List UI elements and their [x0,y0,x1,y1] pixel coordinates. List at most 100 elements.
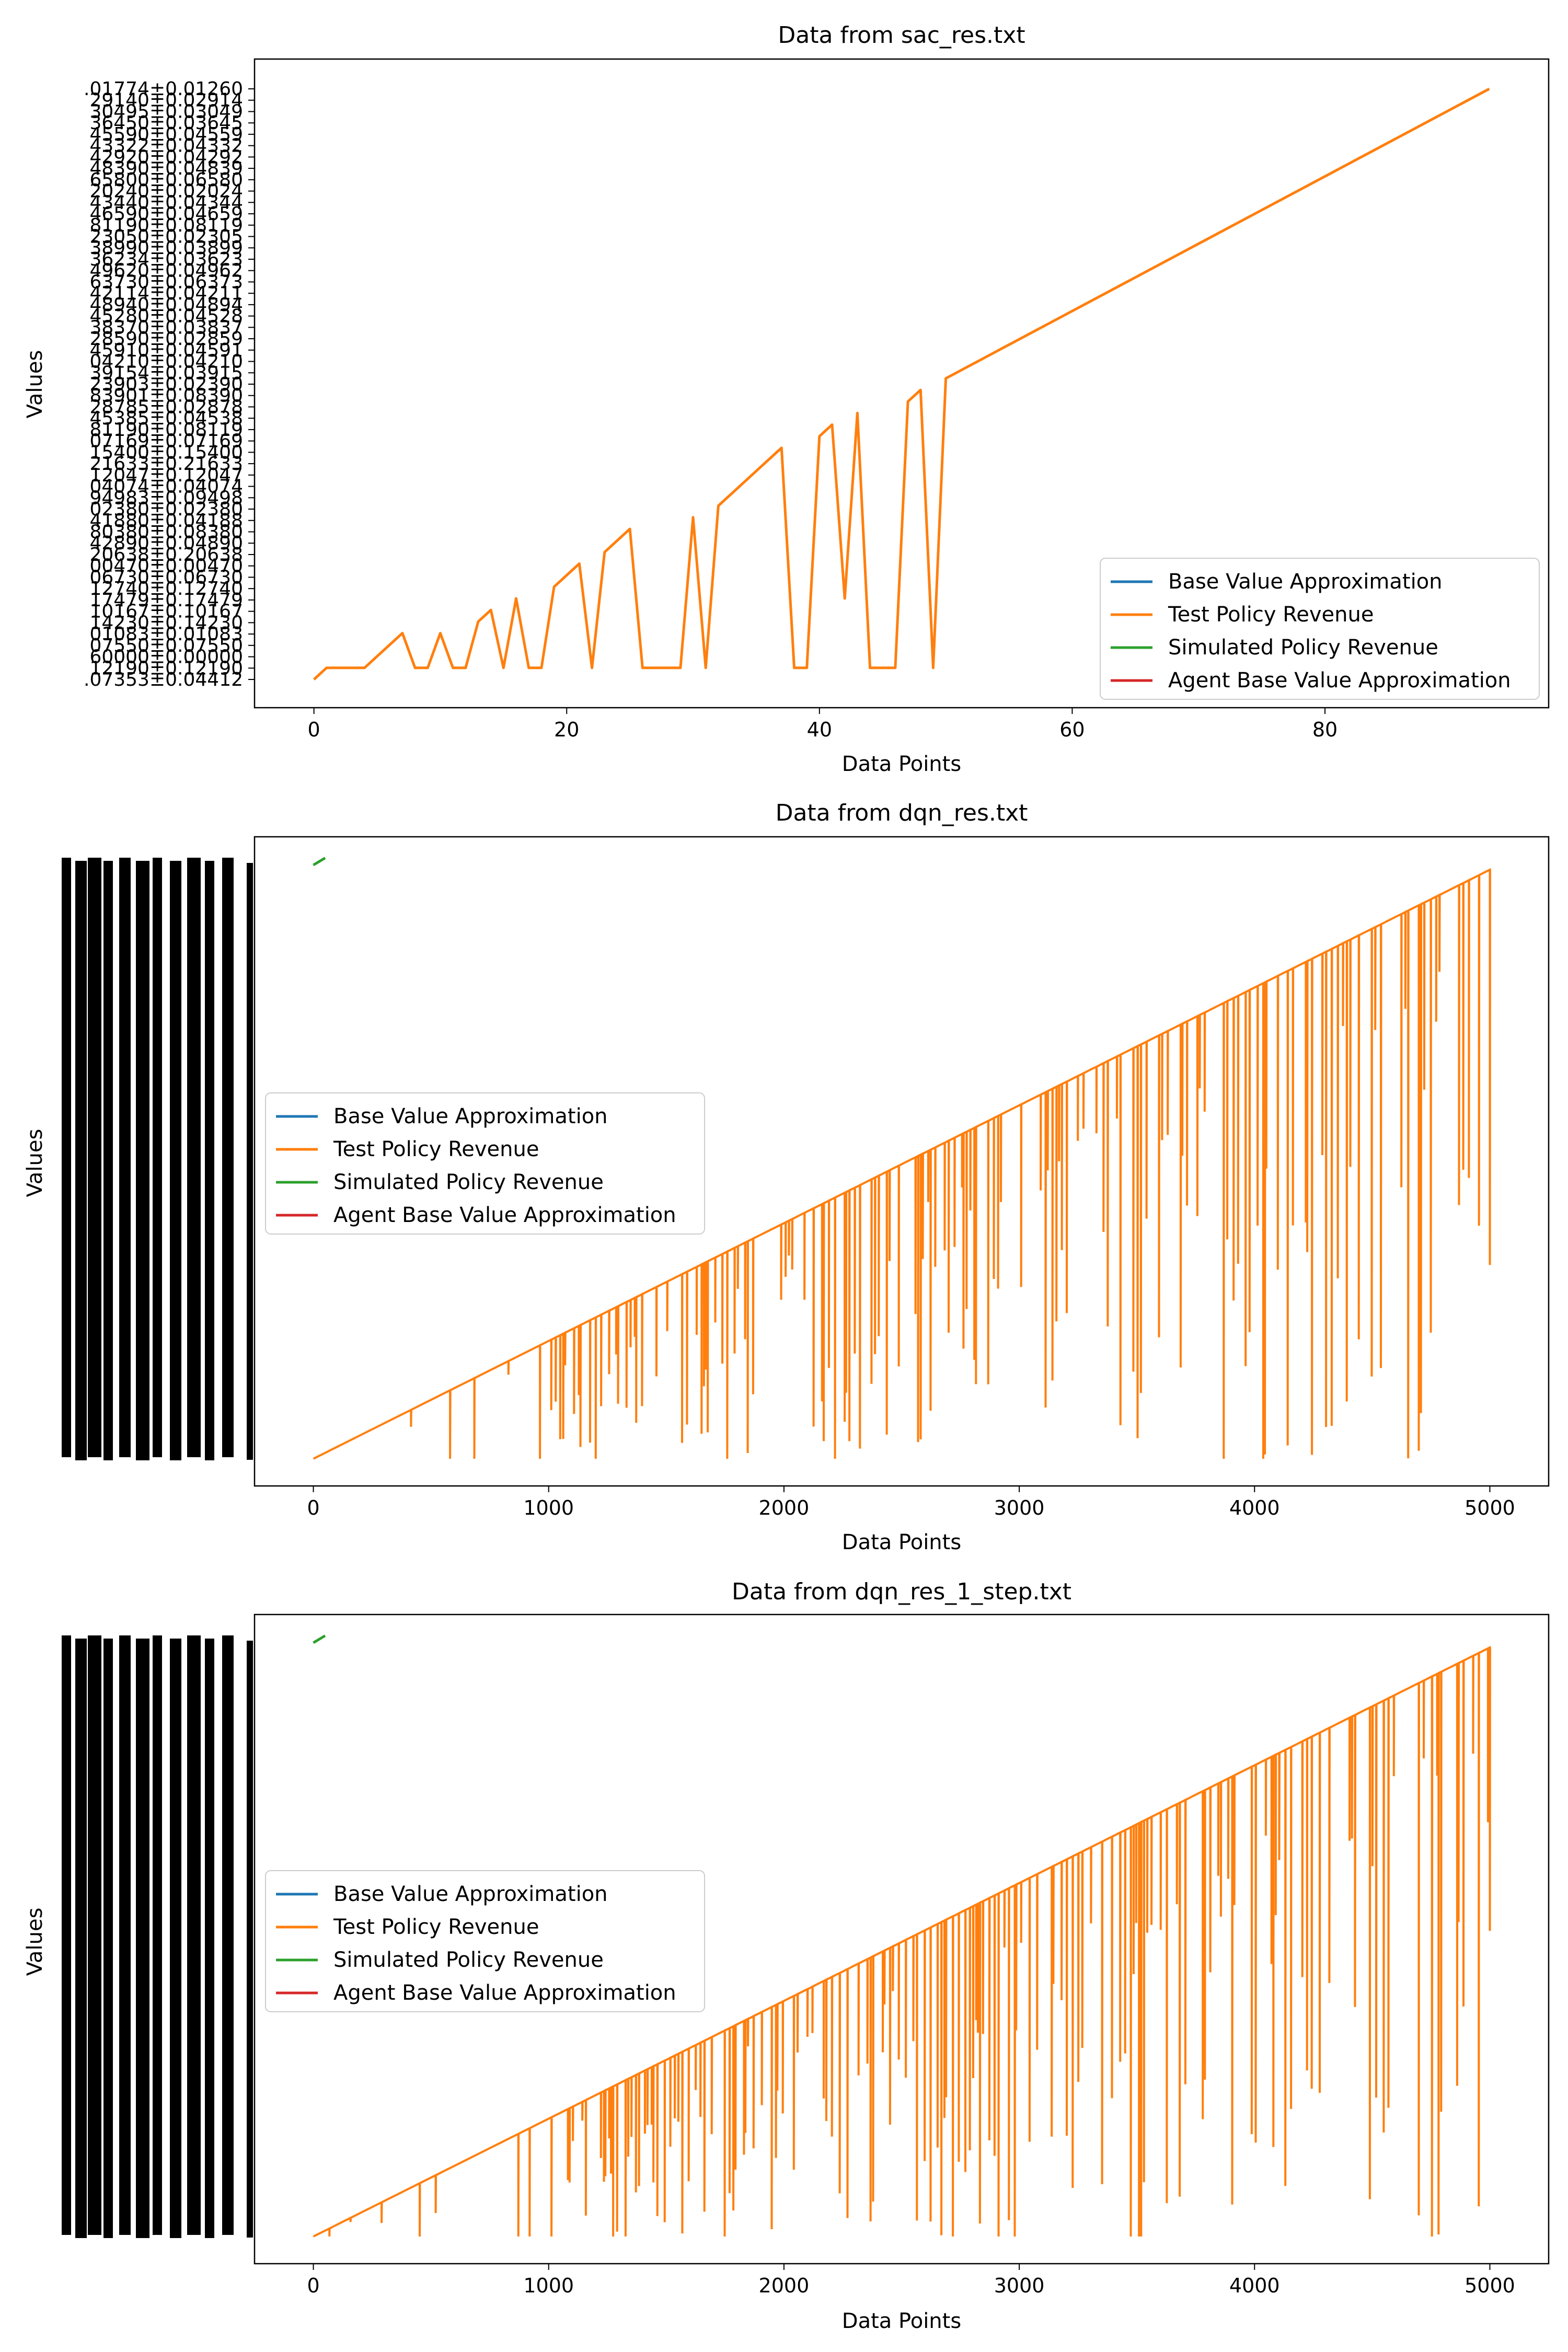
y-tick-label: 49620±0.04962 [89,260,243,282]
y-tick-label: 81190±0.08119 [89,419,243,441]
legend-entry: Test Policy Revenue [333,1137,539,1161]
chart-title: Data from sac_res.txt [778,22,1025,49]
x-tick-label: 2000 [759,1496,810,1519]
y-tick-label: 06730±0.06730 [89,567,243,588]
y-tick-label: 38370±0.03837 [89,317,243,338]
y-tick-label: 04210±0.04210 [89,351,243,373]
y-tick-label: 38990±0.03899 [89,237,243,259]
y-tick-label: 01083±0.01083 [89,624,243,645]
legend-entry: Simulated Policy Revenue [333,1170,604,1194]
y-tick-label: 12190±0.12190 [89,658,243,679]
x-tick-label: 3000 [994,2274,1045,2297]
y-tick-label: 46590±0.04659 [89,203,243,225]
x-tick-label: 20 [554,718,579,741]
x-tick-label: 4000 [1229,2274,1280,2297]
x-axis-label: Data Points [842,752,961,776]
legend-entry: Base Value Approximation [333,1882,608,1906]
legend-entry: Agent Base Value Approximation [333,1981,676,2005]
y-tick-label: 14230±0.14230 [89,612,243,633]
y-tick-labels [62,1635,253,2238]
y-tick-label: 48390±0.04839 [89,158,243,179]
y-tick-label-block [88,858,101,1457]
y-tick-label: 80380±0.08380 [89,522,243,543]
y-tick-label: 41880±0.04188 [89,510,243,532]
legend-entry: Base Value Approximation [1168,570,1443,594]
legend-box [265,1870,705,2012]
x-tick-label: 80 [1312,718,1338,741]
legend-entry: Simulated Policy Revenue [1168,636,1438,660]
y-tick-label-block [153,1635,162,2235]
y-tick-label: 00470±0.00470 [89,556,243,577]
chart-dqn-1-step: Data from dqn_res_1_step.txt Data Points… [23,1578,1550,2333]
y-tick-label: 42890±0.04890 [89,533,243,554]
x-tick-label: 5000 [1465,2274,1515,2297]
y-tick-label-block [88,1635,101,2235]
x-tick-label: 40 [807,718,832,741]
x-tick-label: 4000 [1229,1496,1280,1519]
y-tick-label: 21633±0.21633 [89,453,243,475]
y-tick-label: 65800±0.06580 [89,169,243,191]
y-tick-labels [62,858,253,1460]
y-tick-label-block [103,1639,113,2238]
y-tick-label: 60000±0.00000 [89,647,243,668]
y-tick-label: 42920±0.04292 [89,146,243,168]
chart-title: Data from dqn_res.txt [776,800,1028,826]
y-tick-label: 02380±0.02380 [89,499,243,520]
y-tick-label: 43440±0.04344 [89,192,243,213]
y-tick-label: 07169±0.07169 [89,431,243,452]
y-tick-label: 12047±0.12047 [89,465,243,486]
y-tick-label: 20638±0.20638 [89,544,243,566]
plot-frame [253,58,1550,709]
chart-sac: Data from sac_res.txt Data Points Values… [23,22,1550,776]
y-axis-label: Values [23,350,47,419]
y-tick-label: 39154±0.03915 [89,362,243,384]
x-axis-label: Data Points [842,2309,961,2333]
legend-box [265,1092,705,1235]
y-tick-label-block [170,1639,181,2238]
y-tick-label: 30495±0.03049 [89,101,243,122]
y-tick-label-block [62,858,71,1457]
y-tick-label: 63730±0.06373 [89,271,243,293]
y-tick-label: 45910±0.04591 [89,340,243,361]
plot-frame [253,1613,1550,2265]
y-tick-label-block [187,858,201,1457]
y-tick-label: 20240±0.02024 [89,181,243,202]
plot-area: 0 1000 2000 3000 4000 5000 Base Value Approxim… [62,836,1550,1519]
x-axis-label: Data Points [842,1530,961,1554]
y-axis-label: Values [23,1129,47,1197]
y-tick-label: .07353±0.04412 [84,669,243,690]
y-tick-label-block [222,1635,234,2235]
legend-entry: Base Value Approximation [333,1104,608,1128]
y-tick-label-block [119,858,131,1457]
y-tick-label: 10167±0.10167 [89,601,243,622]
y-tick-label: 28785±0.02878 [89,396,243,418]
x-tick-label: 0 [307,2274,319,2297]
y-tick-label: 45590±0.04559 [89,124,243,145]
y-tick-label: 42114±0.04211 [89,283,243,304]
y-tick-label: 36450±0.03645 [89,112,243,134]
x-tick-label: 3000 [994,1496,1045,1519]
series-line-test-policy-revenue [313,868,1491,1460]
legend: Base Value Approximation Test Policy Reve… [265,1870,705,2012]
y-tick-label: 81190±0.08119 [89,215,243,236]
legend-entry: Simulated Policy Revenue [333,1948,604,1972]
y-tick-label: 12740±0.12740 [89,578,243,599]
y-tick-label: 07550±0.07550 [89,635,243,656]
y-tick-label: 43322±0.04332 [89,135,243,157]
plot-area: .07353±0.0441212190±0.1219060000±0.00000… [84,58,1550,741]
x-tick-label: 60 [1059,718,1085,741]
y-tick-label-block [136,1639,149,2238]
legend: Base Value Approximation Test Policy Reve… [265,1092,705,1235]
y-tick-label: 94983±0.09498 [89,487,243,509]
y-tick-label: 28590±0.02859 [89,328,243,350]
y-axis-label: Values [23,1908,47,1976]
y-tick-label: 48940±0.04894 [89,294,243,316]
y-tick-label: 45385±0.04538 [89,408,243,429]
y-tick-labels: .07353±0.0441212190±0.1219060000±0.00000… [84,78,255,690]
x-tick-label: 1000 [523,1496,574,1519]
series-line-test-policy-revenue [313,87,1490,681]
series-line-simulated-policy-revenue [313,857,326,867]
y-tick-label-block [205,1639,214,2238]
y-tick-label: 83901±0.08390 [89,385,243,407]
